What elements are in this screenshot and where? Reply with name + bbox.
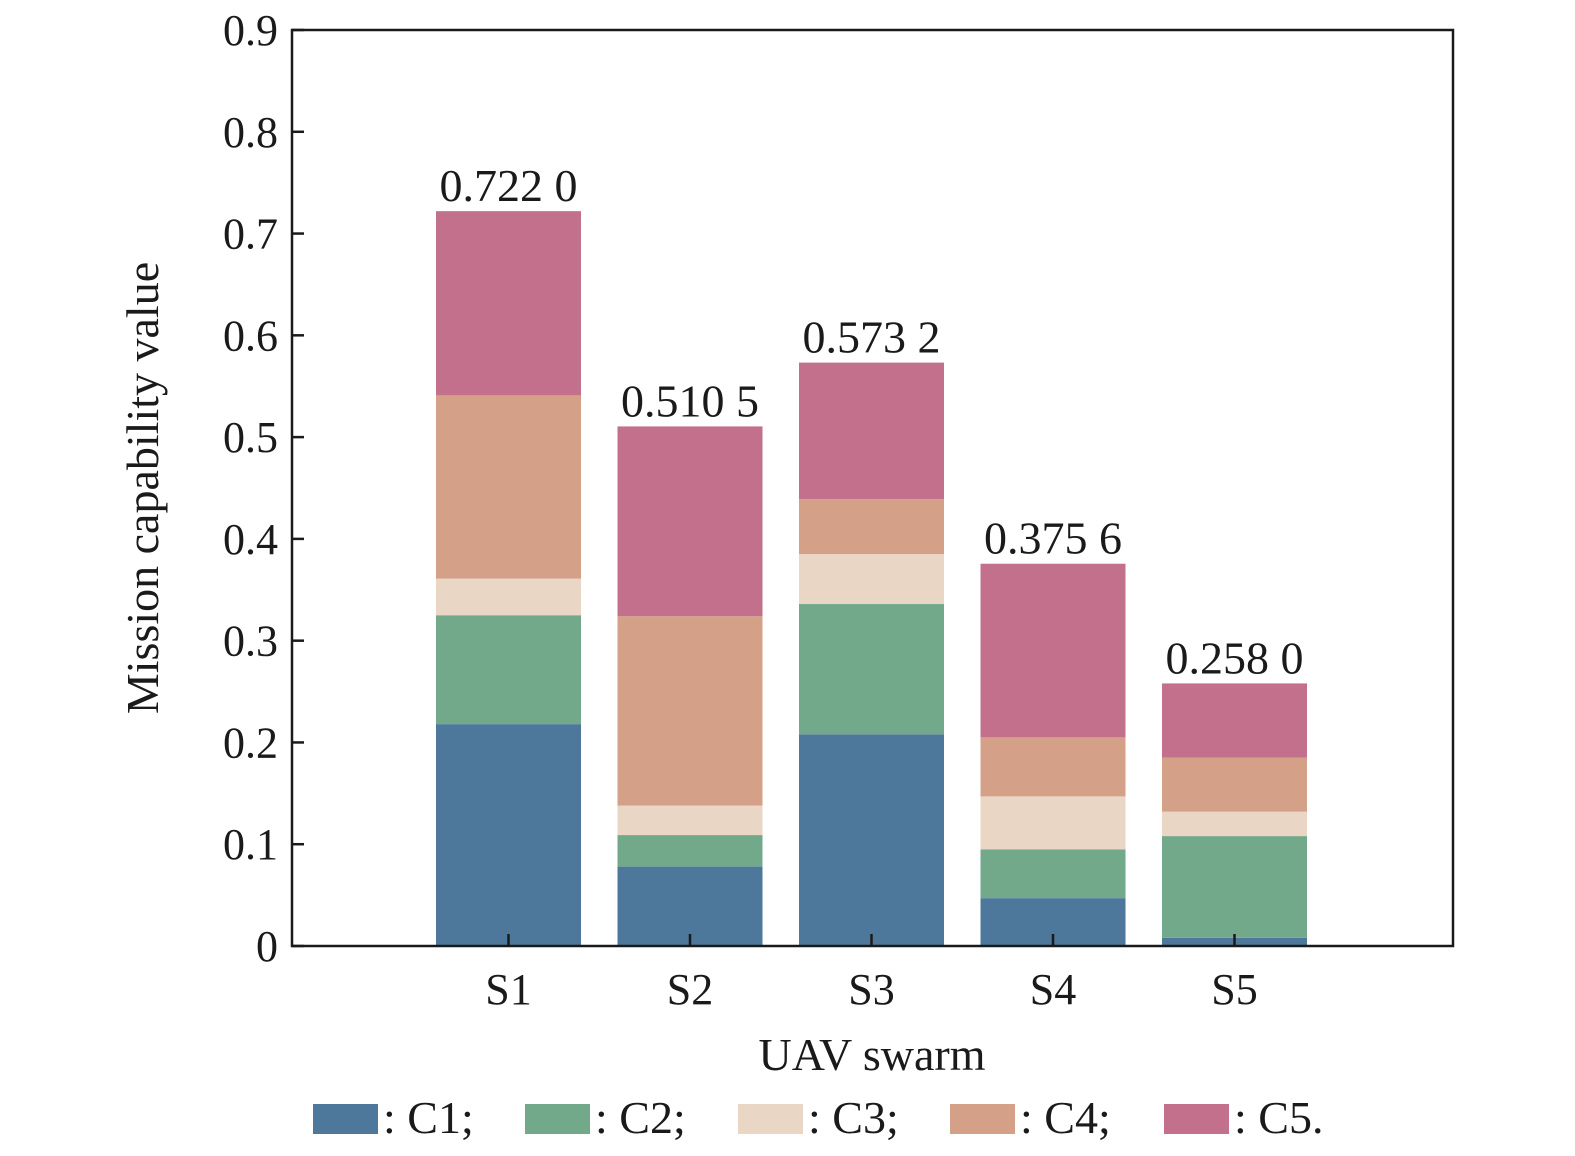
bar-s1-c1 — [436, 724, 581, 946]
y-tick-label: 0.2 — [223, 718, 278, 767]
x-tick-label-s1: S1 — [485, 965, 531, 1014]
bar-s3-c2 — [799, 604, 944, 735]
y-axis: 0 0.1 0.2 0.3 0.4 0.5 0.6 0.7 0.8 0.9 — [223, 6, 304, 971]
bar-s2-c4 — [617, 616, 763, 806]
total-label-s1: 0.722 0 — [440, 160, 578, 211]
bar-s5-c5 — [1162, 683, 1307, 758]
y-axis-title: Mission capability value — [117, 262, 168, 714]
bar-s5-c4 — [1162, 757, 1307, 812]
bar-s4-c3 — [980, 796, 1126, 850]
y-tick-label: 0.1 — [223, 820, 278, 869]
bar-s2-c5 — [617, 426, 763, 617]
legend-label-c4: : C4; — [1020, 1092, 1111, 1143]
bar-s5-c3 — [1162, 811, 1307, 837]
total-label-s2: 0.510 5 — [621, 375, 759, 426]
y-tick-label: 0 — [256, 922, 278, 971]
legend-label-c3: : C3; — [808, 1092, 899, 1143]
x-axis-title: UAV swarm — [758, 1029, 985, 1080]
legend-swatch-c2 — [525, 1104, 590, 1134]
total-label-s4: 0.375 6 — [984, 513, 1122, 564]
bar-s1-c4 — [436, 395, 581, 579]
bar-s3-c3 — [799, 554, 944, 605]
legend-label-c5: : C5. — [1234, 1092, 1323, 1143]
total-label-s3: 0.573 2 — [803, 312, 941, 363]
legend-swatch-c3 — [738, 1104, 803, 1134]
legend-swatch-c4 — [950, 1104, 1015, 1134]
y-tick-label: 0.5 — [223, 413, 278, 462]
bar-s1-c5 — [436, 211, 581, 396]
bar-s2-c3 — [617, 805, 763, 836]
total-labels-group: 0.722 0 0.510 5 0.573 2 0.375 6 0.258 0 — [440, 160, 1304, 683]
bar-s2-c2 — [617, 835, 763, 867]
bar-s3-c1 — [799, 734, 944, 946]
y-tick-label: 0.6 — [223, 311, 278, 360]
x-tick-label-s4: S4 — [1030, 965, 1076, 1014]
legend-swatch-c1 — [313, 1104, 378, 1134]
bar-s3-c5 — [799, 362, 944, 500]
total-label-s5: 0.258 0 — [1166, 632, 1304, 683]
legend-label-c2: : C2; — [595, 1092, 686, 1143]
y-tick-label: 0.8 — [223, 108, 278, 157]
bar-s4-c4 — [980, 737, 1126, 797]
bar-s1-c2 — [436, 615, 581, 725]
x-tick-label-s3: S3 — [848, 965, 894, 1014]
x-tick-label-s2: S2 — [667, 965, 713, 1014]
bar-s3-c4 — [799, 499, 944, 555]
y-tick-label: 0.4 — [223, 515, 278, 564]
y-tick-label: 0.3 — [223, 617, 278, 666]
x-tick-label-s5: S5 — [1211, 965, 1257, 1014]
y-tick-label: 0.9 — [223, 6, 278, 55]
legend-label-c1: : C1; — [383, 1092, 474, 1143]
legend: : C1; : C2; : C3; : C4; : C5. — [313, 1092, 1323, 1143]
y-tick-label: 0.7 — [223, 210, 278, 259]
bar-s2-c1 — [617, 866, 763, 946]
legend-swatch-c5 — [1164, 1104, 1229, 1134]
bar-s5-c2 — [1162, 836, 1307, 938]
x-axis: S1 S2 S3 S4 S5 — [485, 934, 1258, 1014]
bar-s4-c5 — [980, 563, 1126, 738]
bar-s1-c3 — [436, 578, 581, 616]
bar-s4-c2 — [980, 849, 1126, 899]
